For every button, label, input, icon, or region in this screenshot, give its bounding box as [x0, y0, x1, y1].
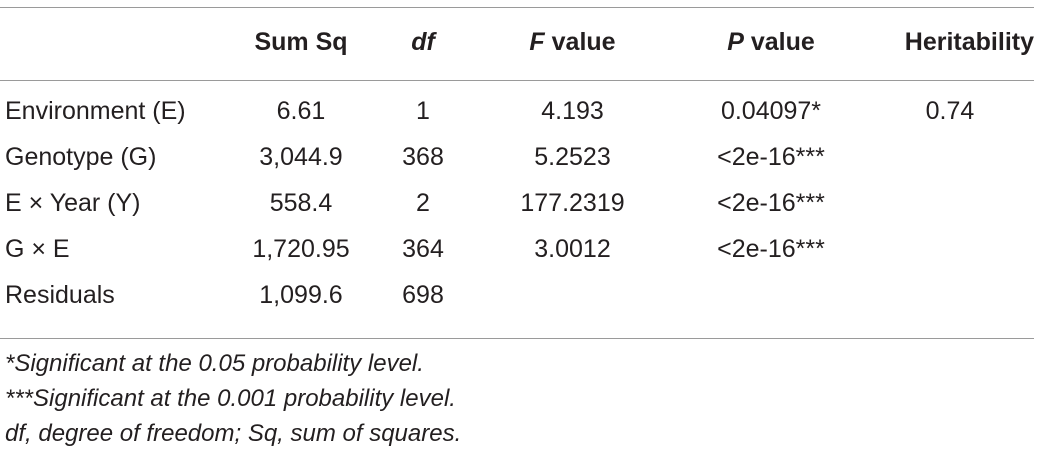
cell-sum-sq: 6.61 [276, 96, 326, 125]
cell-source: G × E [5, 234, 70, 263]
cell-heritability [866, 180, 1034, 226]
table-row: E × Year (Y) 558.4 2 177.2319 <2e-16*** [0, 180, 1034, 226]
cell-f-value [469, 272, 676, 318]
cell-sum-sq: 3,044.9 [259, 142, 343, 171]
header-df: df [411, 27, 435, 56]
cell-sum-sq: 1,099.6 [259, 280, 343, 309]
cell-source: Environment (E) [5, 96, 186, 125]
table-row: Environment (E) 6.61 1 4.193 0.04097* 0.… [0, 72, 1034, 134]
header-sum-sq: Sum Sq [254, 27, 348, 56]
table-row: G × E 1,720.95 364 3.0012 <2e-16*** [0, 226, 1034, 272]
cell-source: Genotype (G) [5, 142, 157, 171]
footnote-abbreviations: df, degree of freedom; Sq, sum of square… [5, 420, 462, 447]
cell-p-value: 0.04097* [720, 96, 822, 125]
cell-f-value: 177.2319 [520, 188, 625, 217]
header-source [0, 20, 225, 72]
header-row: Sum Sq df F value P value Heritability [0, 20, 1034, 72]
cell-df: 698 [402, 280, 444, 309]
table-bottom-rule [0, 338, 1034, 339]
cell-df: 364 [402, 234, 444, 263]
cell-f-value: 5.2523 [534, 142, 611, 171]
header-p-value: P value [727, 27, 815, 56]
cell-df: 2 [416, 188, 430, 217]
table-top-rule [0, 7, 1034, 8]
table-row: Residuals 1,099.6 698 [0, 272, 1034, 318]
cell-sum-sq: 1,720.95 [252, 234, 350, 263]
cell-p-value: <2e-16*** [717, 234, 825, 263]
cell-source: E × Year (Y) [5, 188, 141, 217]
cell-heritability [866, 226, 1034, 272]
anova-table: Sum Sq df F value P value Heritability E… [0, 20, 1034, 318]
cell-source: Residuals [5, 280, 115, 309]
cell-p-value: <2e-16*** [717, 142, 825, 171]
footnote-significance-0001: ***Significant at the 0.001 probability … [5, 385, 456, 412]
cell-f-value: 4.193 [541, 96, 604, 125]
cell-heritability [866, 272, 1034, 318]
table-row: Genotype (G) 3,044.9 368 5.2523 <2e-16**… [0, 134, 1034, 180]
footnote-significance-005: *Significant at the 0.05 probability lev… [5, 350, 424, 377]
cell-df: 1 [416, 96, 430, 125]
cell-heritability [866, 134, 1034, 180]
cell-sum-sq: 558.4 [269, 188, 333, 217]
table-footnotes: *Significant at the 0.05 probability lev… [5, 346, 461, 451]
header-heritability: Heritability [904, 27, 1034, 56]
cell-p-value [676, 272, 866, 318]
table-header-rule [0, 80, 1034, 81]
cell-p-value: <2e-16*** [717, 188, 825, 217]
header-f-value: F value [529, 27, 616, 56]
cell-f-value: 3.0012 [534, 234, 611, 263]
cell-df: 368 [402, 142, 444, 171]
cell-heritability: 0.74 [925, 96, 975, 125]
